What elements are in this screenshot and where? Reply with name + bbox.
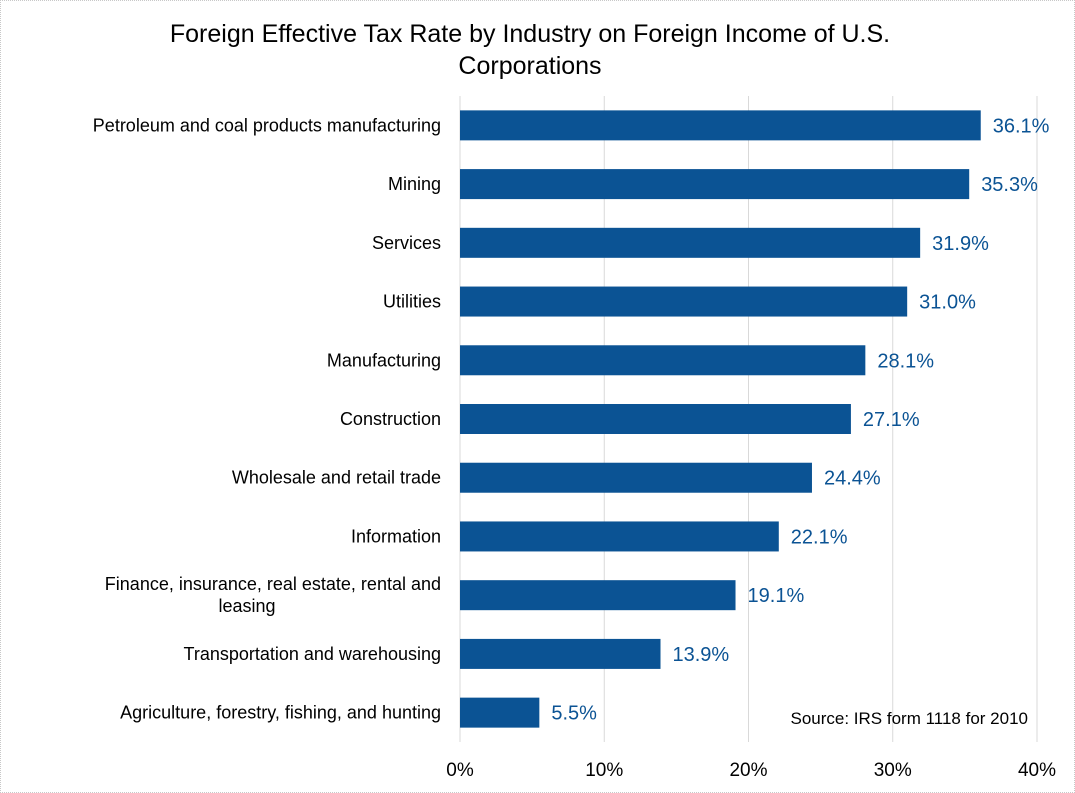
category-label: Agriculture, forestry, fishing, and hunt… [120, 703, 441, 723]
x-tick-label: 10% [585, 760, 623, 781]
category-label: Petroleum and coal products manufacturin… [93, 115, 441, 135]
bars [460, 110, 981, 728]
category-label: Construction [340, 409, 441, 429]
category-label: Manufacturing [327, 350, 441, 370]
x-tick-label: 40% [1018, 760, 1056, 781]
bar [460, 580, 736, 611]
category-label: Wholesale and retail trade [232, 468, 441, 488]
data-label: 31.9% [932, 233, 989, 255]
data-label: 13.9% [673, 644, 730, 666]
x-tick-label: 30% [874, 760, 912, 781]
chart-title-line-1: Foreign Effective Tax Rate by Industry o… [169, 20, 891, 48]
data-label: 28.1% [877, 350, 934, 372]
bar [460, 169, 970, 200]
bar [460, 697, 540, 728]
bar [460, 404, 851, 434]
data-label: 36.1% [993, 115, 1050, 137]
data-label: 31.0% [919, 292, 976, 314]
category-label: Finance, insurance, real estate, rental … [105, 574, 441, 594]
category-label: Information [351, 526, 441, 546]
category-label: Utilities [383, 292, 441, 312]
x-tick-label: 20% [729, 760, 767, 781]
category-labels: Petroleum and coal products manufacturin… [93, 115, 441, 722]
data-label: 24.4% [824, 468, 881, 490]
category-label: Transportation and warehousing [184, 644, 442, 664]
chart-title-line-2: Corporations [458, 52, 602, 80]
x-axis-ticks: 0% 10% 20% 30% 40% [446, 760, 1056, 781]
data-label: 35.3% [981, 174, 1038, 196]
data-label: 5.5% [551, 703, 597, 725]
data-labels: 36.1% 35.3% 31.9% 31.0% 28.1% 27.1% 24.4% 22.1%… [551, 115, 1049, 724]
bar [460, 521, 779, 552]
category-label: Mining [388, 174, 441, 194]
bar [460, 227, 921, 258]
bar [460, 286, 908, 317]
data-label: 19.1% [748, 585, 805, 607]
chart-title: Foreign Effective Tax Rate by Industry o… [80, 18, 980, 82]
bar [460, 110, 981, 141]
category-label: Services [372, 233, 441, 253]
source-annotation: Source: IRS form 1118 for 2010 [791, 709, 1029, 728]
bar [460, 345, 866, 376]
bar [460, 638, 661, 669]
data-label: 22.1% [791, 526, 848, 548]
bar [460, 462, 812, 493]
category-label: leasing [218, 596, 275, 616]
x-tick-label: 0% [446, 760, 474, 781]
data-label: 27.1% [863, 409, 920, 431]
